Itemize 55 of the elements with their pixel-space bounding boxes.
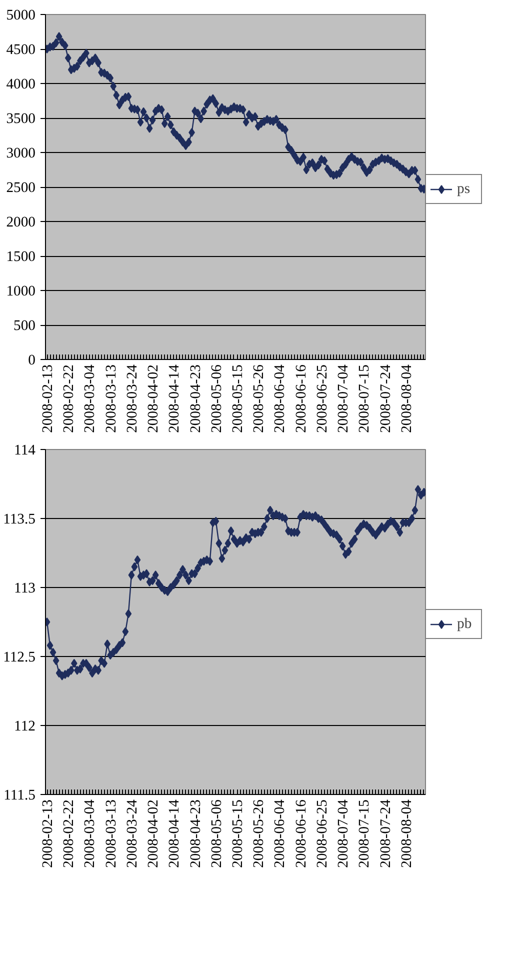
legend-label: pb [457,616,473,632]
y-tick-label: 0 [28,352,36,368]
x-tick-label: 2008-05-06 [208,364,225,433]
y-tick-label: 5000 [6,8,36,24]
x-tick-label: 2008-04-02 [146,364,162,433]
y-tick-label: 1000 [6,284,36,300]
x-tick-label: 2008-03-24 [124,798,140,868]
x-tick-label: 2008-04-14 [166,364,183,433]
y-tick-label: 2000 [6,214,36,230]
x-tick-label: 2008-06-25 [314,799,330,868]
x-tick-label: 2008-07-15 [356,799,373,868]
y-tick-label: 500 [14,318,36,334]
x-tick-label: 2008-06-16 [293,364,310,433]
y-tick-label: 1500 [6,249,36,265]
y-tick-label: 111.5 [4,788,36,804]
x-tick-label: 2008-02-13 [40,364,56,433]
x-tick-label: 2008-06-16 [293,799,310,868]
x-tick-label: 2008-05-06 [208,799,225,868]
legend-label: ps [457,180,472,198]
y-tick-label: 2500 [6,180,36,196]
x-tick-label: 2008-05-15 [230,364,246,433]
x-tick-label: 2008-04-23 [188,799,204,868]
x-tick-label: 2008-07-24 [378,364,394,433]
x-tick-label: 2008-02-22 [61,799,78,868]
x-tick-label: 2008-03-24 [124,364,140,433]
x-tick-label: 2008-07-04 [336,364,352,433]
x-tick-label: 2008-02-22 [61,364,78,433]
x-tick-label: 2008-08-04 [398,798,415,868]
x-tick-label: 2008-06-25 [314,364,330,433]
x-tick-label: 2008-04-14 [166,798,183,868]
y-tick-label: 3500 [6,111,36,127]
x-tick-label: 2008-08-04 [398,364,415,433]
y-tick-label: 112.5 [3,650,36,666]
x-tick-label: 2008-06-04 [272,798,288,868]
x-tick-label: 2008-06-04 [272,364,288,433]
y-tick-label: 112 [14,718,36,734]
x-tick-label: 2008-07-24 [378,798,394,868]
x-tick-label: 2008-02-13 [40,799,56,868]
x-tick-label: 2008-07-15 [356,364,373,433]
y-tick-label: 113.5 [3,512,36,528]
x-tick-label: 2008-05-15 [230,799,246,868]
x-tick-label: 2008-03-13 [103,799,120,868]
y-tick-label: 114 [14,442,36,458]
x-tick-label: 2008-04-02 [146,799,162,868]
x-tick-label: 2008-05-26 [251,364,268,433]
x-tick-label: 2008-04-23 [188,364,204,433]
y-tick-label: 4000 [6,76,36,92]
y-tick-label: 3000 [6,146,36,162]
x-tick-label: 2008-03-04 [82,798,98,868]
x-tick-label: 2008-07-04 [336,798,352,868]
x-tick-label: 2008-03-04 [82,364,98,433]
y-tick-label: 4500 [6,42,36,58]
x-tick-label: 2008-05-26 [251,799,268,868]
y-tick-label: 113 [14,580,36,596]
x-tick-label: 2008-03-13 [103,364,120,433]
